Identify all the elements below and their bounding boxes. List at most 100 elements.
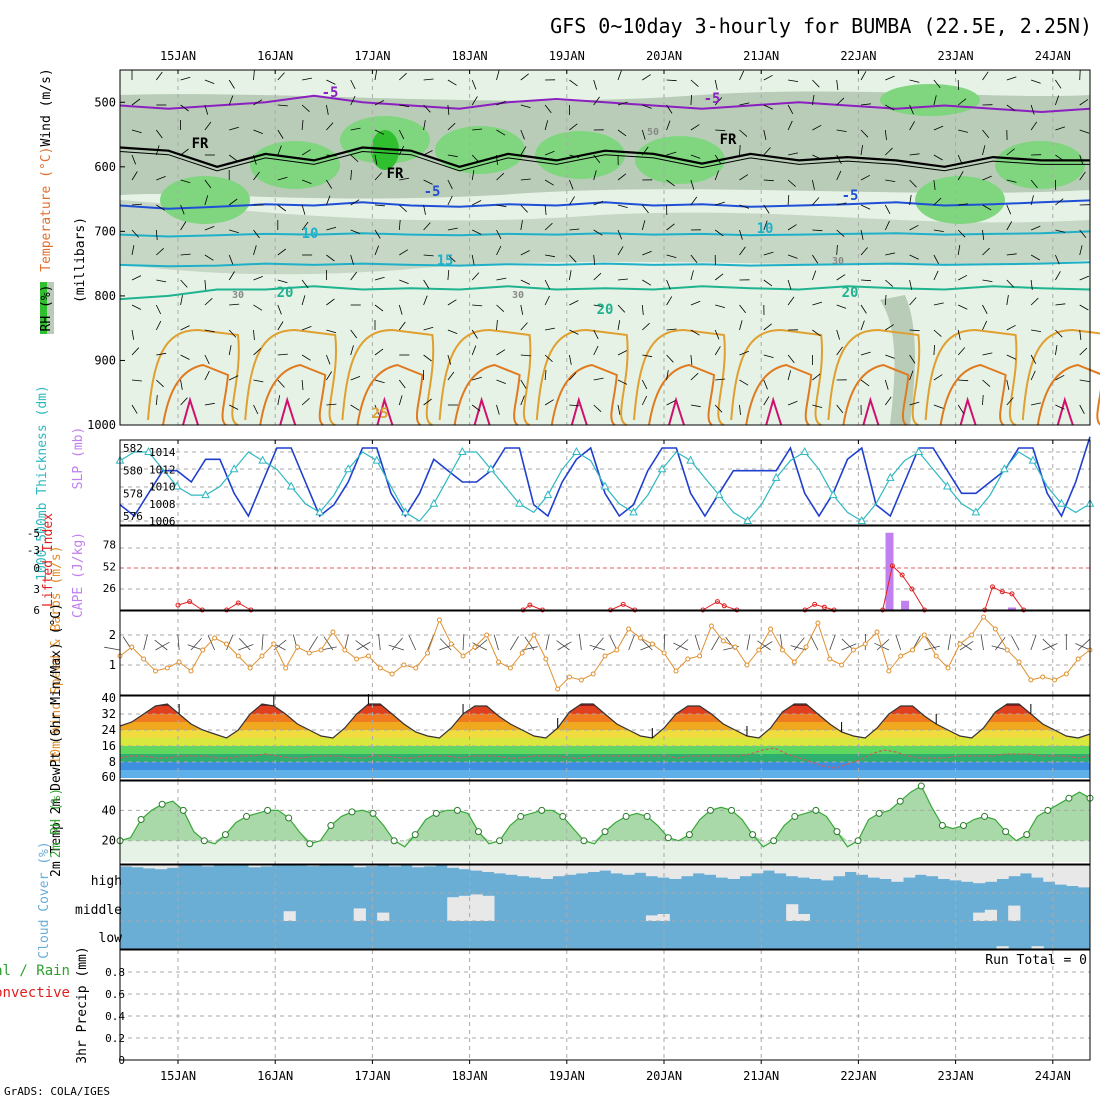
wind-barb — [739, 379, 749, 386]
wind10m-barb — [556, 640, 570, 651]
wind10m-marker — [921, 632, 927, 638]
wind-barb — [131, 304, 142, 310]
wind-barb — [544, 369, 547, 381]
cloud-middle-cell — [797, 914, 811, 921]
wind10m-marker — [898, 653, 904, 659]
wind-barb — [593, 170, 597, 181]
slp-marker — [229, 464, 239, 473]
wind-barb — [277, 204, 287, 212]
wind-barb — [982, 304, 988, 314]
wind10m-barb — [675, 639, 689, 651]
wind-barb — [204, 179, 212, 189]
wind-barb — [447, 269, 450, 281]
wind-barb — [982, 175, 992, 181]
cloud-high-gap — [599, 865, 612, 871]
wind-barb — [496, 70, 500, 81]
wind-barb — [714, 97, 723, 106]
wind-barb — [544, 204, 547, 215]
wind-barb — [423, 295, 428, 306]
pressure-tick-label: 700 — [94, 224, 116, 238]
wind-barb — [447, 79, 457, 86]
wind-barb — [714, 229, 724, 237]
wind10m-marker — [768, 626, 774, 632]
wind-barb — [1079, 329, 1082, 340]
temp2m-frame — [119, 695, 1091, 781]
wind-barb — [301, 204, 306, 215]
wind-barb — [909, 329, 920, 332]
slp-marker — [714, 490, 724, 499]
rh2m-marker — [896, 797, 904, 805]
wind-barb — [763, 179, 774, 182]
wind10m-barb — [991, 645, 1008, 651]
rh2m-marker — [411, 831, 419, 839]
wind-barb — [326, 226, 337, 231]
wind-barb — [496, 379, 506, 384]
wind10m-barb — [344, 634, 349, 651]
cloud-high-gap — [1031, 865, 1044, 878]
cloud-low-cell — [1031, 946, 1044, 949]
cloud-row-label: high — [91, 874, 122, 889]
wind-barb — [472, 376, 482, 381]
wind-barb — [1030, 179, 1038, 189]
wind-barb — [301, 398, 310, 406]
wind-barb — [933, 154, 943, 161]
wind-barb — [131, 154, 136, 165]
cape-tick-label: 78 — [103, 538, 116, 551]
wind10m-barb — [758, 641, 773, 651]
cloud-high-gap — [587, 865, 600, 872]
wind-barb — [836, 346, 843, 356]
slp-marker — [657, 464, 667, 473]
wind-barb — [326, 122, 334, 131]
wind-barb — [860, 204, 871, 210]
wind-barb — [1079, 275, 1090, 281]
temp-contour — [119, 285, 1091, 301]
precip-tick-label: 0.2 — [105, 1032, 125, 1045]
wind-barb — [277, 304, 282, 315]
wind-barb — [180, 354, 190, 360]
wind10m-barb — [829, 634, 836, 651]
cloud-high-gap — [879, 865, 892, 879]
cloud-high-gap — [622, 865, 635, 875]
wind-barb — [229, 375, 239, 381]
wind10m-ylabel-part: 10m Wind Speed & Barbs (m/s) — [49, 545, 64, 764]
rh2m-marker — [348, 808, 356, 816]
thickness-ylabel-part: 1000-500mb Thickness (dm) — [35, 385, 50, 581]
precip-tick-label: 0.8 — [105, 966, 125, 979]
temp-band — [120, 730, 1090, 738]
wind-barb — [763, 147, 771, 156]
wind10m-marker — [235, 653, 241, 659]
slp-marker — [1000, 464, 1009, 473]
lifted-tick-label: -5 — [27, 527, 40, 540]
wind-barb — [933, 329, 942, 337]
thickness-line — [119, 436, 1091, 518]
cloud-frame — [119, 864, 1091, 950]
upper-air-grid — [177, 70, 1054, 425]
precip-grid — [120, 950, 1090, 1060]
wind10m-marker — [1028, 677, 1034, 683]
cape-ylabel: CAPE (J/kg) — [71, 532, 86, 618]
wind-barb — [642, 354, 653, 358]
rh2m-marker — [538, 806, 546, 814]
rh2m-marker — [770, 837, 778, 845]
wind-barb — [520, 322, 528, 331]
wind-barb — [156, 204, 166, 211]
wind10m-marker — [945, 665, 951, 671]
wind-barb — [860, 71, 867, 81]
wind-barb — [957, 171, 964, 181]
wind-barb — [860, 279, 872, 282]
wind-barb — [593, 200, 604, 206]
wind-barb — [714, 170, 719, 181]
wind-barb — [544, 279, 550, 290]
rh2m-marker — [243, 812, 251, 820]
cloud-high-gap — [306, 865, 320, 867]
wind-barb — [690, 196, 698, 206]
wind-barb — [690, 79, 699, 87]
wind-barb — [423, 150, 433, 156]
wind10m-barb — [757, 640, 771, 651]
temp-band — [120, 738, 1090, 746]
cape-tick-label: 26 — [103, 582, 116, 595]
wind-barb — [326, 154, 337, 157]
wind-barb — [253, 245, 257, 256]
wind10m-marker — [815, 620, 821, 626]
